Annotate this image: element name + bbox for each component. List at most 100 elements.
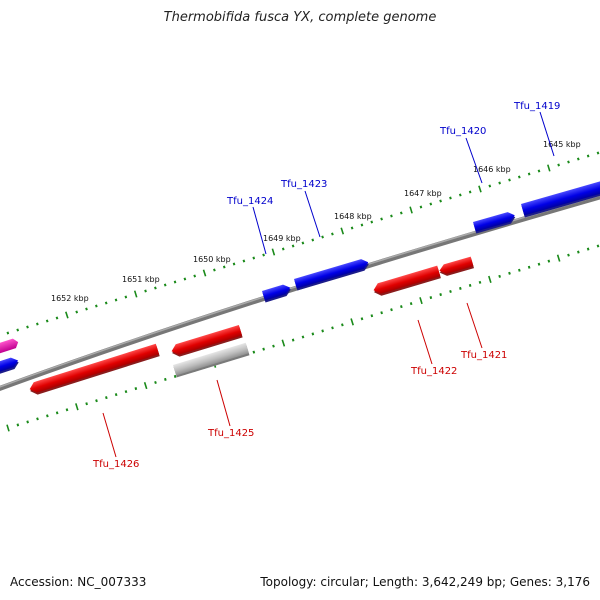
topology-summary: Topology: circular; Length: 3,642,249 bp… [260,575,590,589]
outer-scale-tick [311,238,315,242]
outer-scale-tick [557,163,560,167]
outer-scale-tick [390,214,393,218]
outer-scale-tick [36,322,39,326]
inner-scale-tick [262,347,265,351]
inner-scale-tick [173,374,177,378]
gene-label-Tfu_1422[interactable]: Tfu_1422 [410,366,457,377]
inner-scale-tick [596,244,600,248]
scale-label-1648: 1648 kbp [334,212,372,221]
inner-scale-tick [55,411,59,415]
inner-scale-tick [16,423,20,427]
scale-label-1650: 1650 kbp [193,255,231,264]
outer-scale-tick [133,290,138,298]
leader-Tfu_1425 [216,379,231,427]
gene-Tfu_1425-pseudo-arrow[interactable] [173,342,250,378]
inner-scale-tick [350,318,354,326]
inner-scale-tick [331,326,334,330]
outer-scale-tick [576,157,580,161]
outer-scale-tick [301,241,305,245]
outer-scale-tick [449,196,452,200]
inner-scale-tick [105,396,108,400]
gene-Tfu_1419-arrow[interactable] [521,178,600,218]
outer-scale-tick [291,244,295,248]
gene-label-Tfu_1421[interactable]: Tfu_1421 [460,350,507,361]
inner-scale-tick [400,305,403,309]
gene-left-edge-pink-arrow[interactable] [0,337,20,356]
gene-Tfu_1420-arrow[interactable] [473,210,517,234]
outer-scale-tick [222,265,226,269]
inner-scale-tick [272,344,275,348]
inner-scale-tick [154,380,157,385]
gene-Tfu_1425-upper-arrow[interactable] [170,324,243,358]
inner-scale-tick [459,286,462,290]
inner-scale-tick [124,390,128,394]
inner-scale-tick [449,289,452,294]
outer-scale-tick [124,295,128,299]
inner-scale-tick [429,296,433,300]
gene-label-Tfu_1419[interactable]: Tfu_1419 [513,101,560,112]
outer-scale-tick [409,206,413,214]
inner-scale-tick [46,414,49,418]
inner-scale-tick [281,339,286,347]
inner-scale-tick [95,399,98,403]
outer-scale-tick [340,227,345,235]
outer-scale-tick [567,160,570,164]
outer-scale-tick [321,235,324,239]
outer-scale-tick [154,286,157,290]
inner-scale-tick [508,271,511,275]
accession-text: Accession: NC_007333 [10,575,147,589]
outer-scale-tick [399,211,403,215]
inner-scale-tick [556,254,561,262]
inner-scale-ticks [6,244,600,432]
outer-scale-tick [370,220,374,224]
inner-scale-tick [567,253,570,257]
inner-scale-tick [75,403,79,411]
inner-scale-tick [468,283,472,287]
outer-scale-tick [242,259,246,263]
outer-scale-tick [380,217,383,221]
gene-Tfu_1423-arrow[interactable] [294,257,370,291]
gene-label-Tfu_1424[interactable]: Tfu_1424 [226,196,273,207]
gene-Tfu_1424-arrow[interactable] [262,283,292,303]
outer-scale-tick [547,164,551,172]
inner-scale-tick [252,350,256,354]
gene-Tfu_1421-arrow[interactable] [438,256,474,278]
gene-label-Tfu_1426[interactable]: Tfu_1426 [92,459,139,470]
scale-label-1647: 1647 kbp [404,189,442,198]
outer-scale-tick [26,325,29,329]
outer-scale-tick [508,178,511,182]
outer-scale-tick [144,289,147,293]
forward-strand-features [0,178,600,377]
outer-scale-tick [458,193,462,197]
map-title: Thermobifida fusca YX, complete genome [163,10,437,25]
outer-scale-tick [65,311,69,319]
gene-label-Tfu_1425[interactable]: Tfu_1425 [207,428,254,439]
gene-label-Tfu_1420[interactable]: Tfu_1420 [439,126,486,137]
gene-left-edge-blue-arrow[interactable] [0,356,20,377]
outer-scale-tick [419,205,423,209]
inner-scale-tick [498,274,501,278]
inner-scale-tick [164,377,167,381]
inner-scale-tick [577,250,580,254]
gene-Tfu_1422-arrow[interactable] [372,265,441,298]
inner-scale-tick [301,335,305,339]
outer-scale-tick [281,247,285,251]
inner-scale-tick [586,247,590,251]
outer-scale-tick [478,185,482,193]
gene-Tfu_1426-arrow[interactable] [28,343,160,397]
outer-scale-tick [95,304,98,308]
leader-Tfu_1420 [465,137,483,184]
leader-Tfu_1419 [539,111,555,157]
outer-scale-tick [360,223,364,227]
leader-Tfu_1426 [102,412,117,458]
scale-labels: 1645 kbp 1646 kbp 1647 kbp 1648 kbp 1649… [51,140,581,303]
outer-scale-tick [596,151,600,155]
outer-scale-tick [114,298,118,302]
inner-scale-tick [311,332,315,336]
gene-label-Tfu_1423[interactable]: Tfu_1423 [280,179,327,190]
inner-scale-tick [478,280,482,284]
leader-Tfu_1423 [304,190,321,238]
outer-scale-tick [439,199,442,203]
outer-scale-tick [331,232,334,236]
